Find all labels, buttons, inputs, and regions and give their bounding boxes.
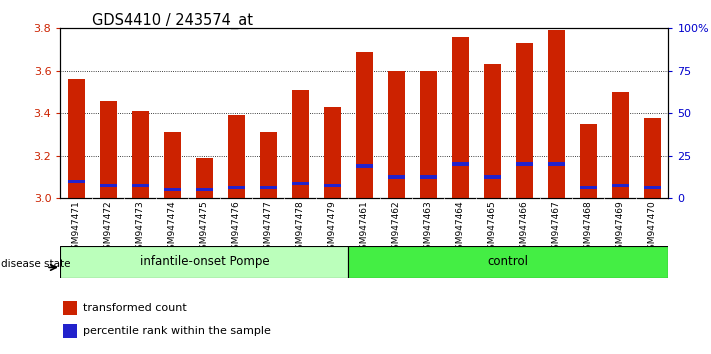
Bar <box>387 176 405 179</box>
Bar <box>228 115 245 198</box>
Text: GSM947466: GSM947466 <box>520 201 529 255</box>
Bar <box>324 184 341 187</box>
Bar <box>483 64 501 198</box>
Bar <box>196 188 213 191</box>
Bar <box>196 158 213 198</box>
Text: infantile-onset Pompe: infantile-onset Pompe <box>139 256 269 268</box>
Text: GSM947475: GSM947475 <box>200 201 209 255</box>
Text: GSM947479: GSM947479 <box>328 201 337 255</box>
Bar <box>515 162 533 166</box>
Bar <box>60 246 348 278</box>
Text: GDS4410 / 243574_at: GDS4410 / 243574_at <box>92 12 253 29</box>
Bar <box>348 246 668 278</box>
Bar <box>643 118 661 198</box>
Bar <box>579 124 597 198</box>
Text: GSM947461: GSM947461 <box>360 201 369 255</box>
Text: control: control <box>488 256 529 268</box>
Bar <box>451 37 469 198</box>
Text: GSM947477: GSM947477 <box>264 201 273 255</box>
Text: transformed count: transformed count <box>82 303 186 313</box>
Bar <box>451 162 469 166</box>
Bar <box>515 43 533 198</box>
Bar <box>419 71 437 198</box>
Bar <box>228 186 245 189</box>
Text: GSM947472: GSM947472 <box>104 201 113 255</box>
Bar <box>100 101 117 198</box>
Bar <box>132 111 149 198</box>
Text: GSM947478: GSM947478 <box>296 201 305 255</box>
Text: GSM947474: GSM947474 <box>168 201 177 255</box>
Text: GSM947467: GSM947467 <box>552 201 561 255</box>
Bar <box>387 71 405 198</box>
Bar <box>547 162 565 166</box>
Text: GSM947462: GSM947462 <box>392 201 401 255</box>
Bar <box>356 165 373 168</box>
Bar <box>483 176 501 179</box>
Bar <box>579 186 597 189</box>
Bar <box>68 79 85 198</box>
Text: GSM947476: GSM947476 <box>232 201 241 255</box>
Bar <box>292 90 309 198</box>
Bar <box>100 184 117 187</box>
Text: GSM947469: GSM947469 <box>616 201 625 255</box>
Bar <box>164 132 181 198</box>
Text: disease state: disease state <box>1 259 71 269</box>
Bar <box>132 184 149 187</box>
Text: GSM947473: GSM947473 <box>136 201 145 255</box>
Bar <box>63 324 77 338</box>
Bar <box>260 186 277 189</box>
Bar <box>643 186 661 189</box>
Text: GSM947468: GSM947468 <box>584 201 593 255</box>
Bar <box>611 184 629 187</box>
Bar <box>547 30 565 198</box>
Bar <box>324 107 341 198</box>
Bar <box>68 180 85 183</box>
Bar <box>164 188 181 191</box>
Bar <box>611 92 629 198</box>
Text: GSM947471: GSM947471 <box>72 201 81 255</box>
Text: percentile rank within the sample: percentile rank within the sample <box>82 326 271 336</box>
Bar <box>260 132 277 198</box>
Bar <box>63 301 77 315</box>
Bar <box>419 176 437 179</box>
Bar <box>356 52 373 198</box>
Text: GSM947470: GSM947470 <box>648 201 657 255</box>
Text: GSM947463: GSM947463 <box>424 201 433 255</box>
Text: GSM947465: GSM947465 <box>488 201 497 255</box>
Bar <box>292 182 309 185</box>
Text: GSM947464: GSM947464 <box>456 201 465 255</box>
